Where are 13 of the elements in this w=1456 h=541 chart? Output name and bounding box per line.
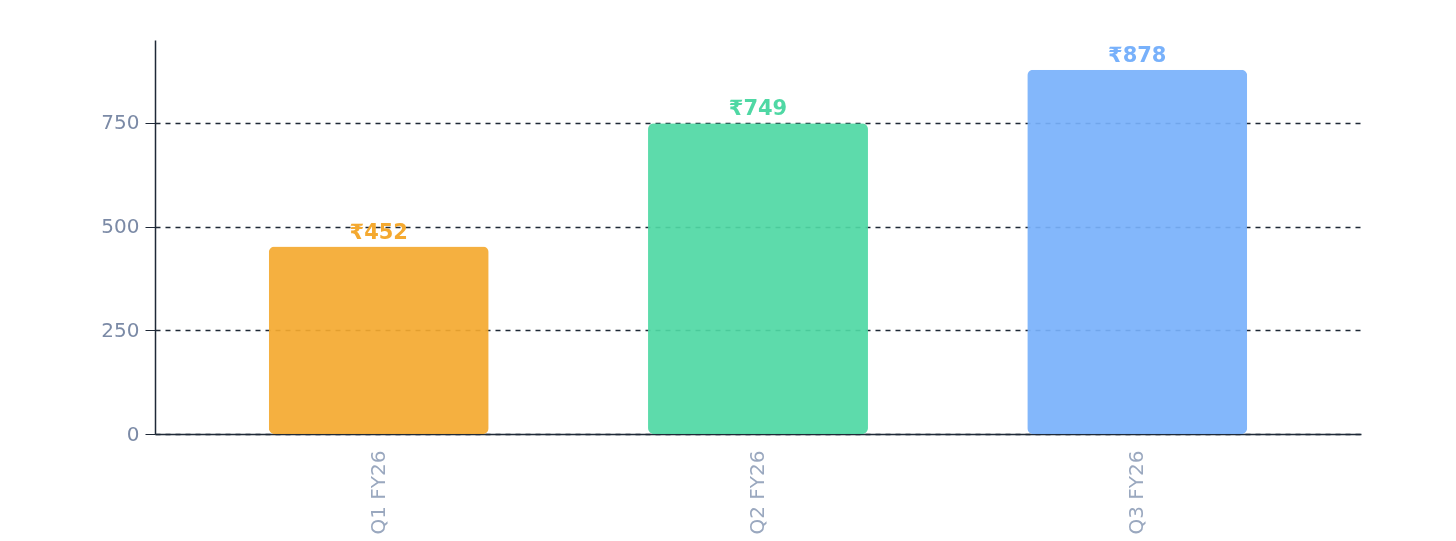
x-tick-label: Q3 FY26 xyxy=(1124,450,1149,535)
data-label: ₹749 xyxy=(728,96,788,121)
bar xyxy=(268,246,489,434)
bar xyxy=(1027,69,1248,434)
data-label: ₹878 xyxy=(1108,42,1167,67)
y-tick-label: 750 xyxy=(101,110,140,135)
bar xyxy=(648,123,868,434)
y-tick-label: 250 xyxy=(101,317,140,342)
y-tick-label: 0 xyxy=(126,421,140,446)
x-tick-label: Q2 FY26 xyxy=(745,450,769,535)
y-tick-label: 500 xyxy=(101,214,140,239)
x-tick-label: Q1 FY26 xyxy=(365,450,390,535)
data-label: ₹452 xyxy=(349,219,408,244)
